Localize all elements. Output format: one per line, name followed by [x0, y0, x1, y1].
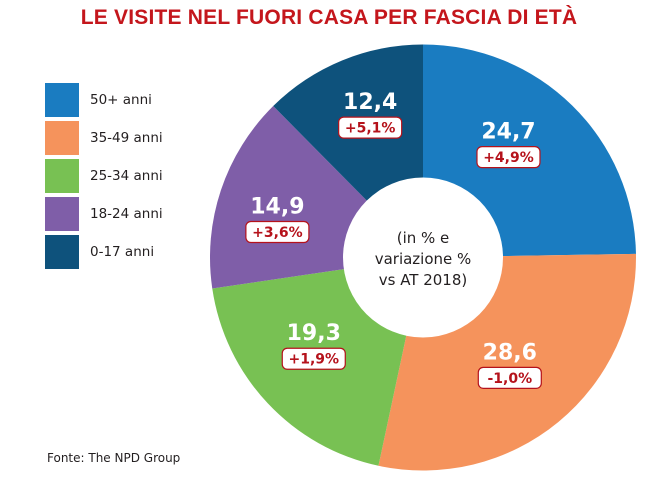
- legend-label: 0-17 anni: [90, 244, 155, 260]
- center-label-line: (in % e: [397, 229, 450, 247]
- legend-label: 50+ anni: [90, 92, 152, 108]
- legend-swatch: [45, 235, 79, 269]
- slice-value-label: 12,4: [343, 90, 397, 115]
- legend-item: 35-49 anni: [45, 121, 163, 155]
- change-badge: [245, 220, 310, 244]
- legend: 50+ anni 35-49 anni 25-34 anni 18-24 ann…: [45, 83, 163, 273]
- center-label-line: vs AT 2018): [379, 271, 468, 289]
- source-note: Fonte: The NPD Group: [47, 451, 181, 465]
- legend-item: 18-24 anni: [45, 197, 163, 231]
- change-badge-label: +4,9%: [483, 150, 534, 166]
- change-badge: [476, 146, 541, 169]
- change-badge-label: -1,0%: [487, 371, 532, 387]
- change-badge: [281, 347, 346, 370]
- legend-swatch: [45, 159, 79, 193]
- slice-value-label: 24,7: [481, 120, 535, 145]
- center-label-line: variazione %: [375, 250, 472, 268]
- legend-item: 50+ anni: [45, 83, 163, 117]
- legend-swatch: [45, 197, 79, 231]
- donut-hole: [343, 177, 503, 338]
- change-badge-label: +3,6%: [252, 225, 303, 241]
- legend-label: 25-34 anni: [90, 168, 163, 184]
- change-badge-label: +5,1%: [345, 121, 396, 137]
- change-badge-label: +1,9%: [288, 352, 339, 368]
- slice-value-label: 19,3: [287, 321, 341, 346]
- slice-value-label: 14,9: [250, 195, 304, 220]
- legend-swatch: [45, 83, 79, 117]
- legend-swatch: [45, 121, 79, 155]
- legend-item: 25-34 anni: [45, 159, 163, 193]
- change-badge: [477, 366, 542, 389]
- chart-title: LE VISITE NEL FUORI CASA PER FASCIA DI E…: [80, 6, 578, 29]
- slice-value-label: 28,6: [483, 340, 537, 365]
- legend-item: 0-17 anni: [45, 235, 163, 269]
- change-badge: [338, 116, 403, 139]
- legend-label: 35-49 anni: [90, 130, 163, 146]
- legend-label: 18-24 anni: [90, 206, 163, 222]
